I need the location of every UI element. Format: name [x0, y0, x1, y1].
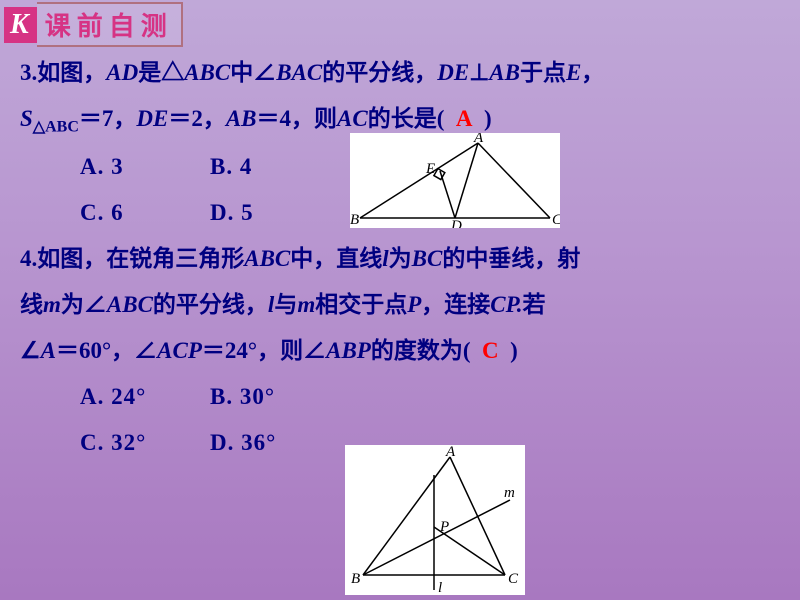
content: 3.如图，AD是△ABC中∠BAC的平分线，DE⊥AB于点E， S△ABC＝7，…: [20, 50, 780, 466]
svg-text:B: B: [351, 571, 360, 587]
svg-text:D: D: [450, 218, 462, 228]
q3-opt-b: B. 4: [210, 144, 340, 190]
q4-opt-b: B. 30°: [210, 374, 340, 420]
q3-figure: A B C D E: [350, 133, 560, 228]
header-tab: K 课前自测: [4, 2, 183, 47]
q4-opt-a: A. 24°: [80, 374, 210, 420]
q4-answer: C: [482, 338, 499, 363]
svg-text:C: C: [508, 571, 519, 587]
svg-text:l: l: [438, 580, 442, 595]
svg-text:B: B: [350, 212, 359, 228]
q4-opt-d: D. 36°: [210, 420, 340, 466]
q4-triangle-svg: A B C Pl m: [345, 445, 525, 595]
q3-opt-c: C. 6: [80, 190, 210, 236]
q4-options-row1: A. 24°B. 30°: [20, 374, 780, 420]
k-badge: K: [4, 7, 37, 43]
q3-num: 3.: [20, 60, 37, 85]
svg-text:A: A: [445, 445, 456, 460]
q3-answer: A: [456, 106, 473, 131]
q3-opt-a: A. 3: [80, 144, 210, 190]
svg-text:E: E: [425, 161, 435, 177]
svg-text:C: C: [552, 212, 560, 228]
q4-line2: 线m为∠ABC的平分线，l与m相交于点P，连接CP.若: [20, 282, 780, 328]
q4-num: 4.: [20, 246, 37, 271]
header-title: 课前自测: [37, 2, 183, 47]
svg-text:A: A: [473, 133, 484, 146]
q4-figure: A B C Pl m: [345, 445, 525, 595]
q3-triangle-svg: A B C D E: [350, 133, 560, 228]
svg-text:P: P: [439, 519, 449, 535]
q4-line1: 4.如图，在锐角三角形ABC中，直线l为BC的中垂线，射: [20, 236, 780, 282]
q3-opt-d: D. 5: [210, 190, 340, 236]
q3-line1: 3.如图，AD是△ABC中∠BAC的平分线，DE⊥AB于点E，: [20, 50, 780, 96]
q4-opt-c: C. 32°: [80, 420, 210, 466]
svg-text:m: m: [504, 485, 515, 501]
q4-line3: ∠A＝60°，∠ACP＝24°，则∠ABP的度数为( C ): [20, 328, 780, 374]
